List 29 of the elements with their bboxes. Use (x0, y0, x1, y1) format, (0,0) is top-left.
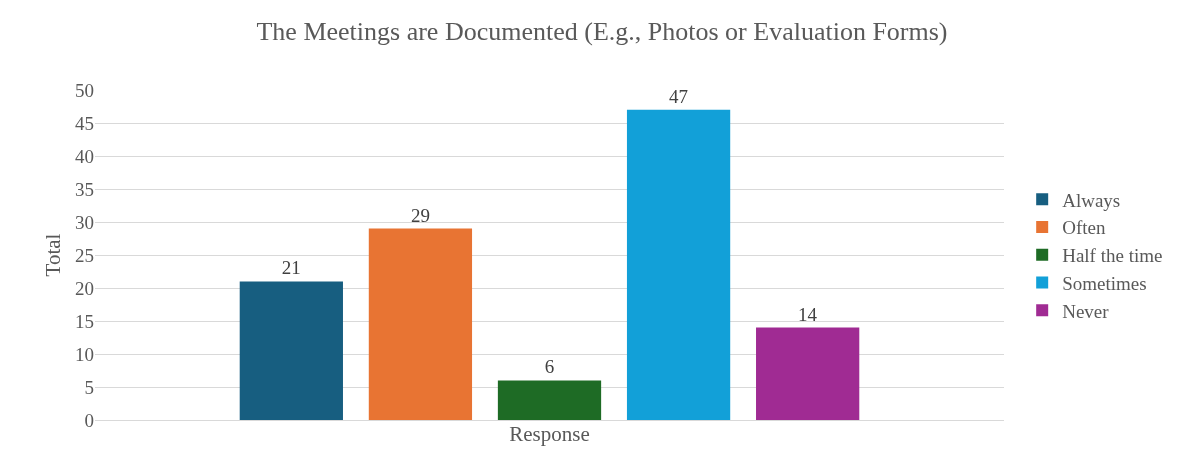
x-axis-title: Response (509, 422, 590, 447)
bar (756, 327, 860, 420)
bar (239, 281, 343, 420)
legend-label: Often (1062, 217, 1106, 239)
bar (497, 380, 602, 420)
chart-title: The Meetings are Documented (E.g., Photos or Evaluation Forms) (256, 16, 948, 46)
data-label: 6 (544, 356, 555, 378)
legend-label: Half the time (1062, 245, 1163, 267)
y-tick-label: 45 (75, 112, 94, 134)
y-tick-label: 50 (75, 79, 94, 101)
y-tick-label: 5 (84, 376, 94, 398)
y-tick-label: 30 (75, 211, 94, 233)
bar (626, 109, 731, 420)
y-tick-label: 40 (75, 145, 94, 167)
y-tick-label: 10 (75, 343, 94, 365)
y-tick-label: 25 (75, 244, 94, 266)
legend-label: Never (1062, 300, 1110, 322)
y-tick-label: 20 (75, 277, 94, 299)
y-axis-title: Total (41, 233, 66, 277)
y-tick-label: 15 (75, 310, 94, 332)
data-label: 14 (797, 303, 818, 325)
data-label: 29 (410, 204, 430, 226)
data-label: 21 (281, 257, 301, 279)
y-tick-label: 0 (84, 409, 94, 431)
data-label: 47 (669, 85, 689, 107)
legend-label: Sometimes (1062, 272, 1147, 294)
bar (368, 228, 473, 420)
y-tick-label: 35 (75, 178, 94, 200)
legend-label: Always (1062, 189, 1121, 211)
